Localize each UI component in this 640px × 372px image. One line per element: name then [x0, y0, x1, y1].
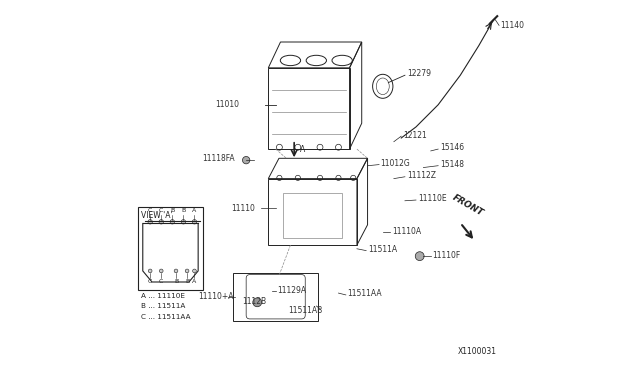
Text: 11129A: 11129A — [278, 286, 307, 295]
Text: 12121: 12121 — [403, 131, 427, 140]
Text: 11110F: 11110F — [433, 251, 461, 260]
Text: 12279: 12279 — [407, 69, 431, 78]
Text: 11012G: 11012G — [380, 159, 410, 169]
Circle shape — [148, 219, 152, 224]
Text: B: B — [185, 279, 189, 284]
Text: C: C — [148, 208, 152, 213]
Text: C: C — [159, 279, 163, 284]
Circle shape — [192, 219, 196, 224]
Circle shape — [159, 269, 163, 273]
Text: X1100031: X1100031 — [458, 347, 497, 356]
Text: A ... 11110E: A ... 11110E — [141, 293, 185, 299]
Text: 11511AB: 11511AB — [289, 306, 323, 315]
Text: 15146: 15146 — [440, 143, 464, 152]
Text: B: B — [181, 208, 186, 213]
Text: 11118FA: 11118FA — [202, 154, 234, 163]
Circle shape — [159, 219, 163, 224]
Text: 11110+A: 11110+A — [198, 292, 234, 301]
Text: 15148: 15148 — [440, 160, 464, 169]
Circle shape — [243, 157, 250, 164]
Circle shape — [193, 269, 196, 273]
Text: 11110: 11110 — [232, 203, 255, 213]
Text: B: B — [174, 279, 178, 284]
Circle shape — [174, 269, 178, 273]
Text: 11112Z: 11112Z — [407, 171, 436, 180]
Circle shape — [181, 219, 186, 224]
Text: 11010: 11010 — [215, 100, 239, 109]
Text: B: B — [170, 208, 175, 213]
Circle shape — [170, 219, 175, 224]
Circle shape — [253, 298, 262, 307]
Circle shape — [148, 269, 152, 273]
Text: 11140: 11140 — [500, 21, 524, 30]
Text: 11110E: 11110E — [418, 195, 447, 203]
Text: VIEW 'A': VIEW 'A' — [141, 211, 173, 220]
Text: A: A — [193, 279, 196, 284]
Text: FRONT: FRONT — [451, 192, 485, 217]
Text: C: C — [148, 279, 152, 284]
Text: A: A — [300, 145, 305, 154]
Circle shape — [415, 252, 424, 260]
Text: C: C — [159, 208, 163, 213]
Text: C ... 11511AA: C ... 11511AA — [141, 314, 191, 320]
Text: 11511A: 11511A — [368, 245, 397, 254]
Text: A: A — [193, 208, 196, 213]
Text: 1112B: 1112B — [243, 297, 267, 306]
Text: 11511AA: 11511AA — [348, 289, 382, 298]
Circle shape — [185, 269, 189, 273]
Text: B ... 11511A: B ... 11511A — [141, 304, 186, 310]
Text: 11110A: 11110A — [392, 227, 421, 235]
